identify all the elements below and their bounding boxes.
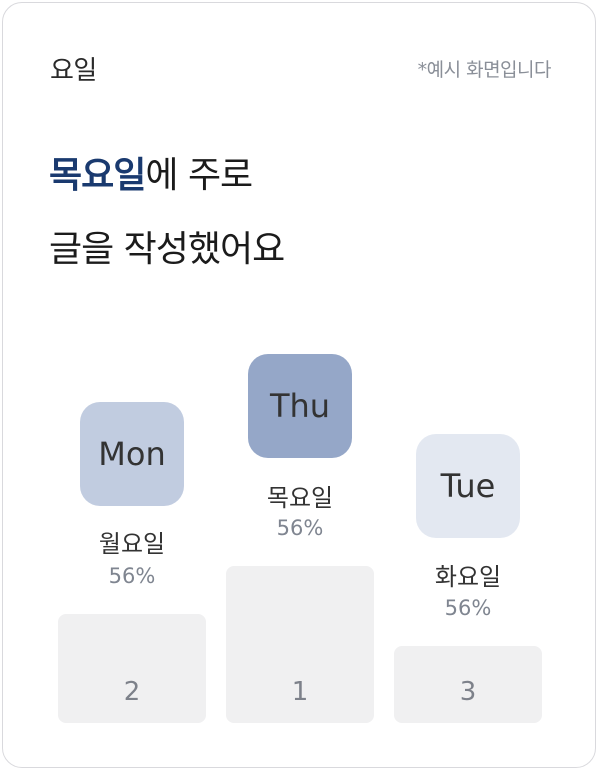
headline-highlight-day: 목요일 (49, 155, 146, 196)
headline-line-1-rest: 에 주로 (145, 155, 253, 196)
podium-block-first: 1 (226, 566, 374, 723)
podium-block-second: 2 (58, 614, 206, 723)
headline-line-2: 글을 작성했어요 (49, 229, 285, 270)
day-label: 목요일 (266, 484, 334, 512)
podium-column-first: Thu 목요일 56% 1 (226, 3, 374, 769)
headline-line-1: 목요일에 주로 (49, 139, 284, 213)
day-percent: 56% (108, 564, 156, 588)
day-percent: 56% (444, 596, 492, 620)
card-title: 요일 (50, 56, 97, 86)
rank-number: 3 (459, 677, 477, 707)
example-note: *예시 화면입니다 (417, 59, 552, 81)
podium-column-second: Mon 월요일 56% 2 (58, 3, 206, 769)
headline: 목요일에 주로 글을 작성했어요 (49, 139, 285, 287)
day-label: 월요일 (98, 530, 166, 558)
day-percent: 56% (276, 516, 324, 540)
day-badge-tue: Tue (416, 434, 520, 538)
day-badge-mon: Mon (80, 402, 184, 506)
podium-column-third: Tue 화요일 56% 3 (394, 3, 542, 769)
rank-number: 2 (123, 677, 141, 707)
day-label: 화요일 (434, 563, 502, 591)
podium-block-third: 3 (394, 646, 542, 723)
day-badge-thu: Thu (248, 354, 352, 458)
rank-number: 1 (291, 677, 309, 707)
